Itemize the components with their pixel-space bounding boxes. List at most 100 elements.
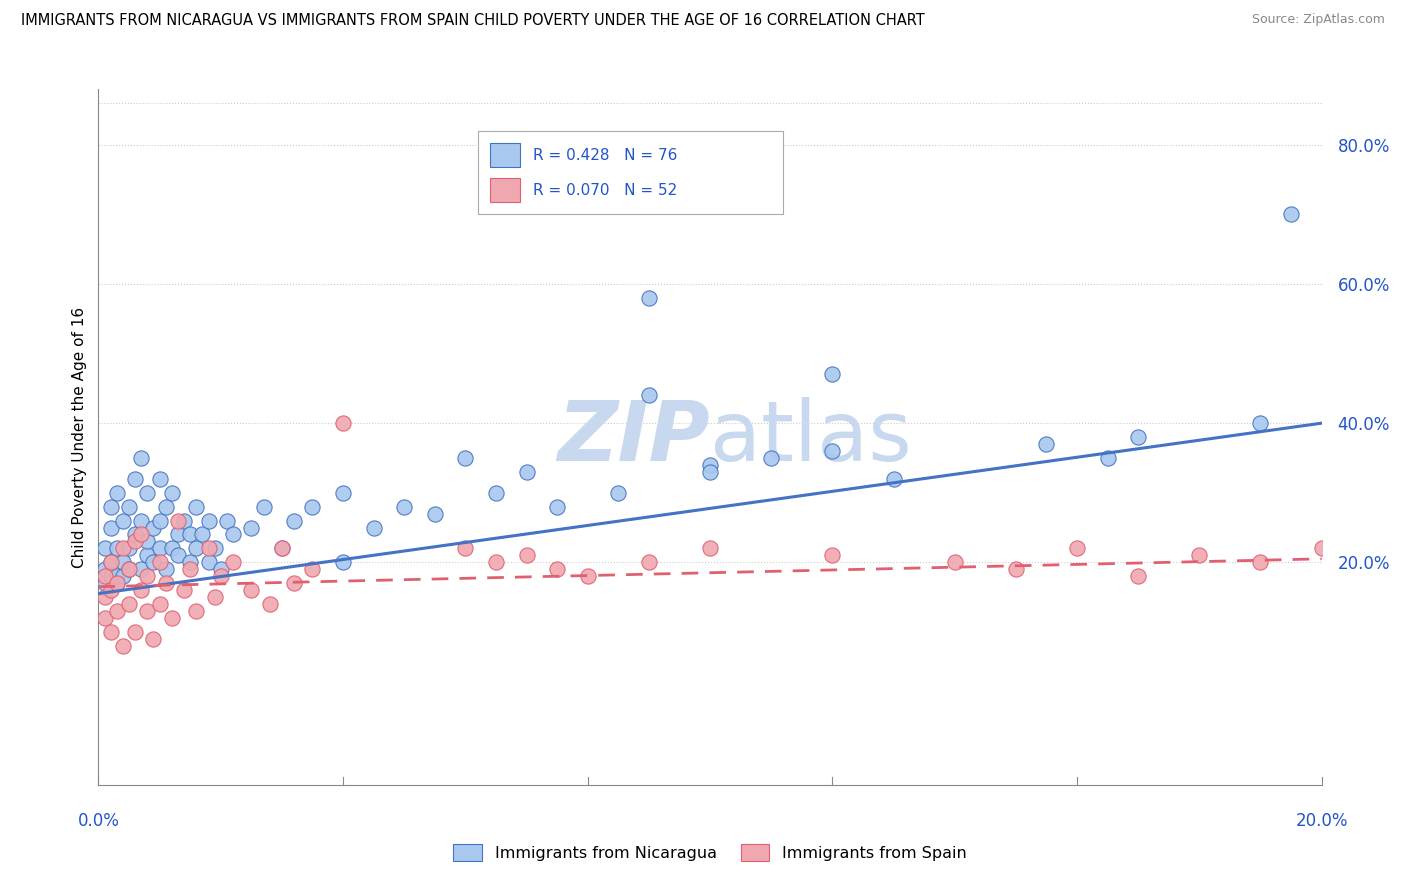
Point bbox=[155, 576, 177, 591]
Point bbox=[204, 590, 226, 604]
Point bbox=[252, 500, 274, 514]
Point bbox=[485, 485, 508, 500]
Point bbox=[821, 549, 844, 563]
Text: Source: ZipAtlas.com: Source: ZipAtlas.com bbox=[1251, 13, 1385, 27]
Point bbox=[186, 500, 208, 514]
Y-axis label: Child Poverty Under the Age of 16: Child Poverty Under the Age of 16 bbox=[72, 307, 87, 567]
Point bbox=[93, 562, 115, 576]
Point bbox=[105, 569, 128, 583]
Point bbox=[129, 583, 152, 598]
Point bbox=[129, 527, 152, 541]
Point bbox=[129, 450, 152, 465]
Point bbox=[105, 541, 128, 556]
Text: R = 0.070   N = 52: R = 0.070 N = 52 bbox=[533, 183, 676, 198]
Point bbox=[546, 500, 568, 514]
Point bbox=[129, 514, 152, 528]
Point bbox=[821, 444, 844, 458]
Point bbox=[136, 569, 159, 583]
Point bbox=[301, 500, 323, 514]
Point bbox=[93, 611, 115, 625]
Point bbox=[332, 485, 354, 500]
Point bbox=[454, 541, 477, 556]
Point bbox=[1128, 430, 1150, 444]
Point bbox=[197, 514, 219, 528]
FancyBboxPatch shape bbox=[489, 143, 520, 168]
Point bbox=[100, 555, 122, 569]
Point bbox=[136, 534, 159, 549]
Point bbox=[699, 458, 721, 472]
Point bbox=[111, 569, 134, 583]
Point bbox=[160, 485, 183, 500]
Point bbox=[1249, 555, 1271, 569]
Point bbox=[637, 291, 661, 305]
Text: atlas: atlas bbox=[710, 397, 911, 477]
Point bbox=[124, 527, 146, 541]
Point bbox=[883, 472, 905, 486]
Point bbox=[136, 485, 159, 500]
Point bbox=[637, 388, 661, 402]
Point bbox=[167, 549, 190, 563]
Point bbox=[160, 611, 183, 625]
Point bbox=[270, 541, 292, 556]
Text: R = 0.428   N = 76: R = 0.428 N = 76 bbox=[533, 148, 678, 163]
Point bbox=[943, 555, 966, 569]
Point bbox=[118, 500, 141, 514]
Point bbox=[100, 520, 122, 534]
Point bbox=[173, 583, 195, 598]
Point bbox=[186, 604, 208, 618]
Point bbox=[186, 541, 208, 556]
Point bbox=[197, 555, 219, 569]
Point bbox=[423, 507, 446, 521]
Point bbox=[118, 562, 141, 576]
Point bbox=[1279, 207, 1302, 221]
Point bbox=[209, 569, 232, 583]
Point bbox=[454, 450, 477, 465]
Point bbox=[111, 541, 134, 556]
Point bbox=[637, 555, 661, 569]
Point bbox=[149, 541, 172, 556]
Point bbox=[516, 549, 538, 563]
Point bbox=[124, 472, 146, 486]
Point bbox=[155, 500, 177, 514]
Point bbox=[167, 527, 190, 541]
Point bbox=[142, 520, 165, 534]
Text: ZIP: ZIP bbox=[557, 397, 710, 477]
Point bbox=[124, 624, 146, 639]
Point bbox=[179, 555, 201, 569]
Point bbox=[1188, 549, 1211, 563]
Point bbox=[160, 541, 183, 556]
Point bbox=[179, 562, 201, 576]
Point bbox=[332, 416, 354, 430]
Point bbox=[173, 514, 195, 528]
Point bbox=[222, 527, 245, 541]
Point bbox=[105, 576, 128, 591]
Point bbox=[105, 485, 128, 500]
Point bbox=[111, 514, 134, 528]
Point bbox=[197, 541, 219, 556]
Point bbox=[283, 576, 305, 591]
Point bbox=[1004, 562, 1026, 576]
Point bbox=[93, 576, 115, 591]
Point bbox=[546, 562, 568, 576]
Point bbox=[222, 555, 245, 569]
Point bbox=[93, 569, 115, 583]
Point bbox=[105, 604, 128, 618]
Point bbox=[821, 368, 844, 382]
Point bbox=[283, 514, 305, 528]
Point bbox=[607, 485, 630, 500]
Point bbox=[105, 576, 128, 591]
Point bbox=[1249, 416, 1271, 430]
Point bbox=[142, 632, 165, 646]
Point bbox=[1035, 437, 1057, 451]
Point bbox=[136, 604, 159, 618]
Point bbox=[1097, 450, 1119, 465]
Point bbox=[699, 465, 721, 479]
Point bbox=[155, 562, 177, 576]
Point bbox=[111, 639, 134, 653]
Point bbox=[100, 583, 122, 598]
Point bbox=[1066, 541, 1088, 556]
Point bbox=[100, 555, 122, 569]
Point bbox=[270, 541, 292, 556]
Point bbox=[149, 555, 172, 569]
Point bbox=[516, 465, 538, 479]
